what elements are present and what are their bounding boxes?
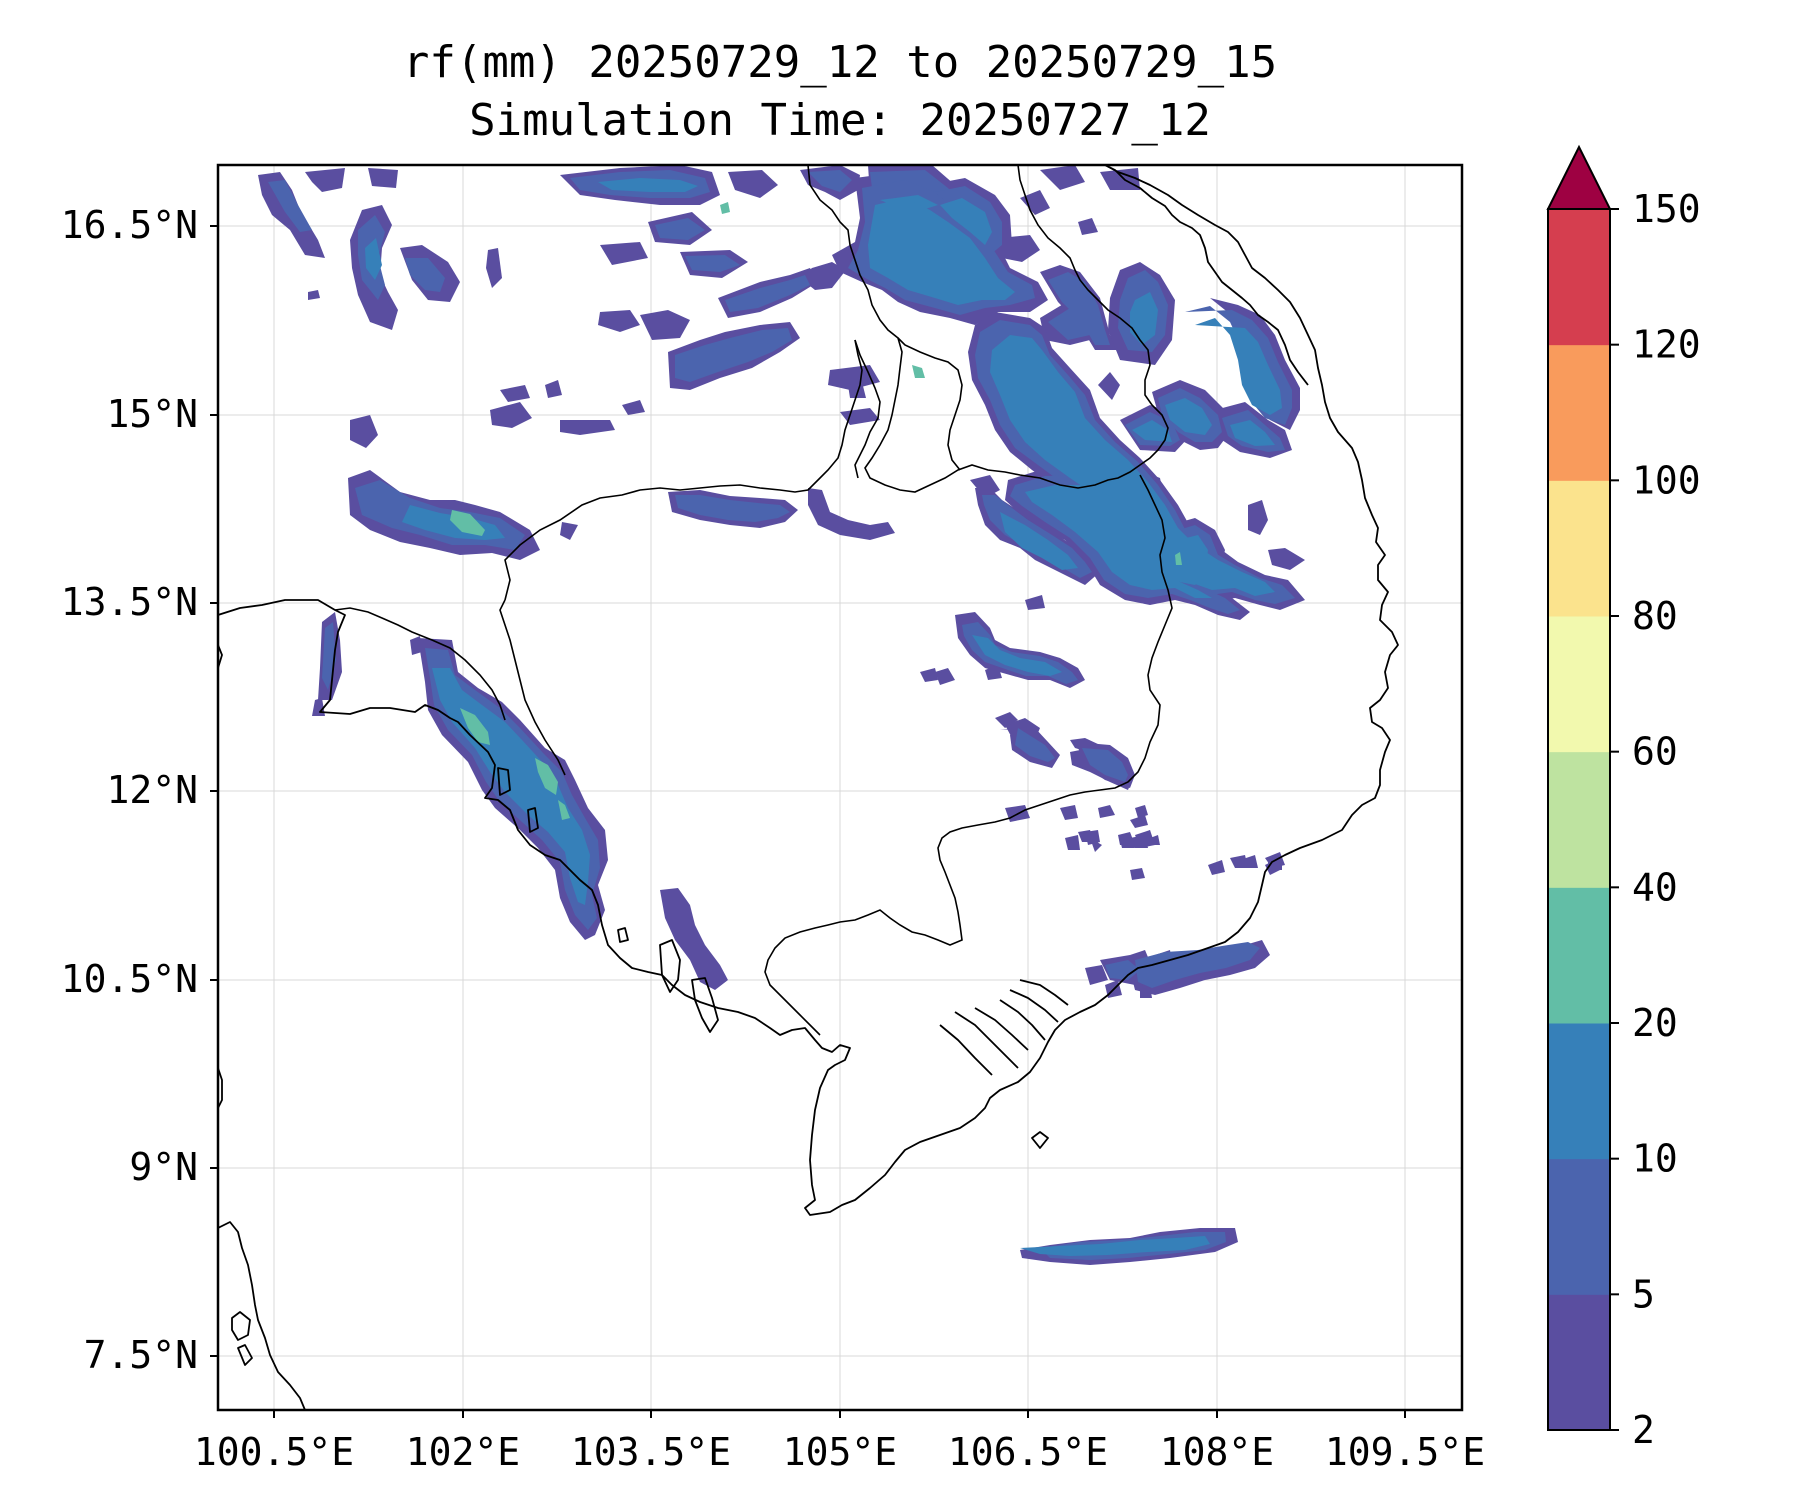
colorbar-segment xyxy=(1548,480,1610,617)
colorbar-tick-label: 150 xyxy=(1632,187,1701,231)
colorbar-tick-label: 10 xyxy=(1632,1137,1678,1181)
colorbar-segment xyxy=(1548,1023,1610,1160)
figure-title-line2: Simulation Time: 20250727_12 xyxy=(469,95,1211,146)
lat-tick-label: 12°N xyxy=(106,768,198,812)
colorbar-outline xyxy=(1547,208,1611,1431)
longitude-labels: 100.5°E 102°E 103.5°E 105°E 106.5°E 108°… xyxy=(194,1430,1485,1474)
lon-tick-label: 109.5°E xyxy=(1325,1430,1485,1474)
colorbar-tick-label: 120 xyxy=(1632,323,1701,367)
lon-tick-label: 105°E xyxy=(783,1430,897,1474)
lat-tick-label: 13.5°N xyxy=(61,580,198,624)
lat-tick-label: 9°N xyxy=(129,1145,198,1189)
lat-tick-label: 16.5°N xyxy=(61,203,198,247)
lat-tick-label: 7.5°N xyxy=(84,1333,198,1377)
colorbar-segment xyxy=(1548,209,1610,346)
colorbar-extend-arrow xyxy=(1546,144,1612,210)
lat-tick-label: 15°N xyxy=(106,392,198,436)
colorbar-tick-label: 80 xyxy=(1632,594,1678,638)
colorbar-segment xyxy=(1548,751,1610,888)
axis-tick-marks xyxy=(210,225,1406,1418)
map-panel xyxy=(216,163,1464,1412)
coastlines xyxy=(218,165,1399,1410)
colorbar: 2 5 10 20 40 60 80 100 120 150 xyxy=(1546,144,1701,1452)
colorbar-tick-label: 5 xyxy=(1632,1272,1655,1316)
colorbar-segment xyxy=(1548,887,1610,1024)
latitude-labels: 16.5°N 15°N 13.5°N 12°N 10.5°N 9°N 7.5°N xyxy=(61,203,198,1377)
colorbar-segment xyxy=(1548,1294,1610,1431)
colorbar-segment xyxy=(1548,616,1610,753)
lon-tick-label: 100.5°E xyxy=(194,1430,354,1474)
lon-tick-label: 103.5°E xyxy=(571,1430,731,1474)
colorbar-tick-label: 100 xyxy=(1632,458,1701,502)
rain-band-20-40 xyxy=(450,202,1182,820)
rainfall-fields xyxy=(258,165,1305,1265)
lon-tick-label: 108°E xyxy=(1160,1430,1274,1474)
national-borders xyxy=(334,165,1173,1036)
lat-tick-label: 10.5°N xyxy=(61,957,198,1001)
colorbar-tick-label: 20 xyxy=(1632,1001,1678,1045)
colorbar-tick-label: 2 xyxy=(1632,1408,1655,1452)
colorbar-segment xyxy=(1548,1158,1610,1295)
figure-title-line1: rf(mm) 20250729_12 to 20250729_15 xyxy=(403,37,1277,88)
lon-tick-label: 106.5°E xyxy=(948,1430,1108,1474)
lon-tick-label: 102°E xyxy=(406,1430,520,1474)
colorbar-tick-label: 40 xyxy=(1632,865,1678,909)
colorbar-tick-label: 60 xyxy=(1632,730,1678,774)
colorbar-segment xyxy=(1548,344,1610,481)
